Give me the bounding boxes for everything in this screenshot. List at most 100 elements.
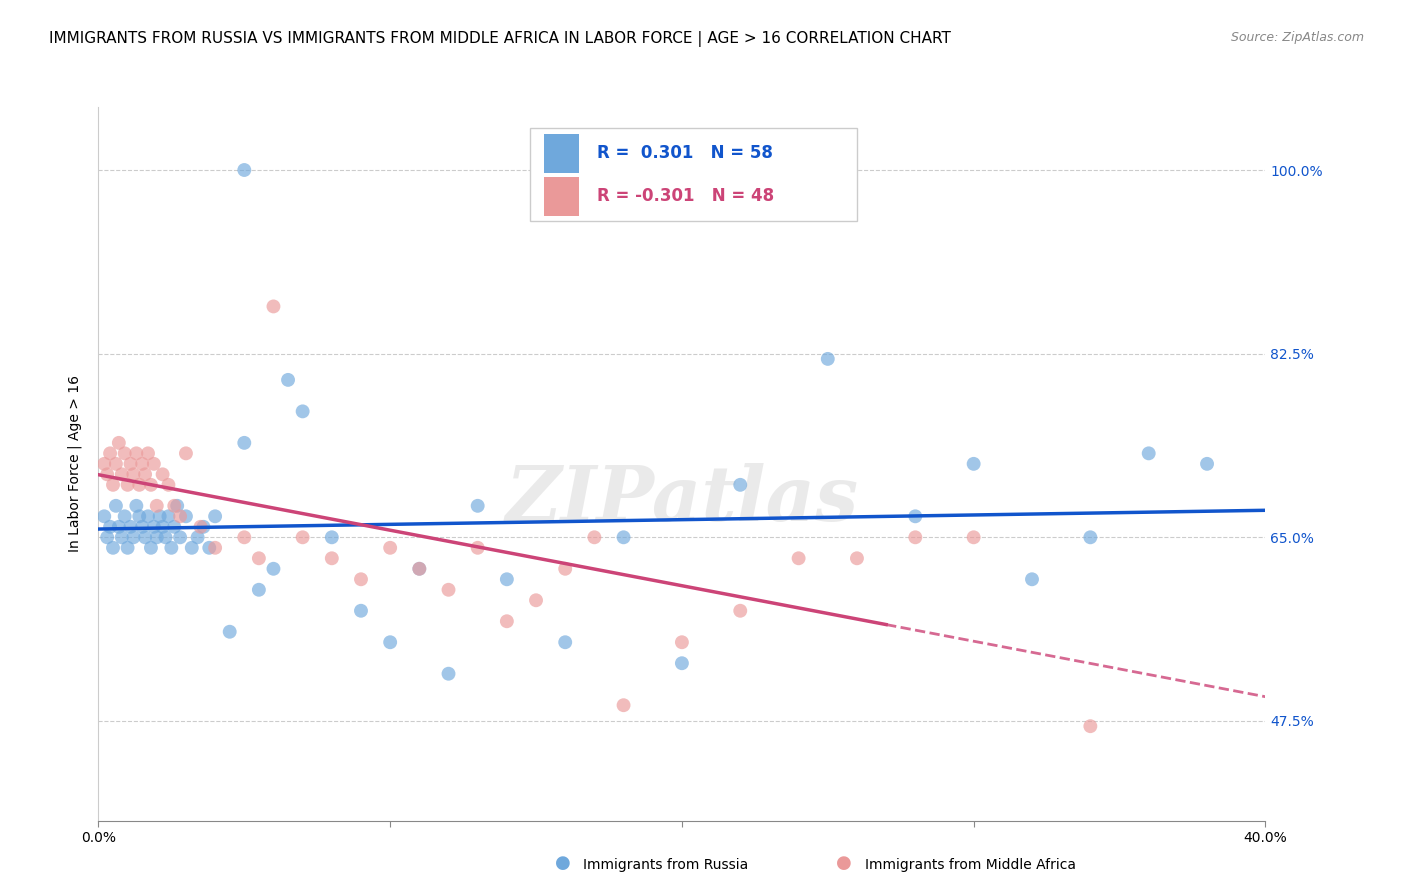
Text: ●: ● <box>554 855 571 872</box>
FancyBboxPatch shape <box>544 134 579 173</box>
Point <box>98 446 121 460</box>
Point <box>1137 446 1160 460</box>
Point <box>262 562 284 576</box>
Point <box>962 457 984 471</box>
Point <box>817 351 839 366</box>
Text: ZIPatlas: ZIPatlas <box>505 463 859 536</box>
Point <box>187 530 209 544</box>
Point <box>1080 530 1102 544</box>
Point <box>163 520 186 534</box>
Point <box>218 624 240 639</box>
Point <box>846 551 869 566</box>
Point <box>125 446 148 460</box>
Point <box>190 520 212 534</box>
Text: R =  0.301   N = 58: R = 0.301 N = 58 <box>596 145 772 162</box>
Point <box>180 541 202 555</box>
Point <box>149 509 172 524</box>
Point <box>730 604 752 618</box>
Point <box>962 530 984 544</box>
Point <box>104 499 127 513</box>
Point <box>262 300 284 314</box>
Point <box>198 541 221 555</box>
Point <box>671 635 693 649</box>
Point <box>139 541 162 555</box>
Point <box>125 499 148 513</box>
Point <box>122 467 145 482</box>
Point <box>146 530 169 544</box>
Point <box>277 373 299 387</box>
Point <box>101 478 124 492</box>
Point <box>146 499 169 513</box>
Point <box>117 541 139 555</box>
Point <box>496 614 519 628</box>
Point <box>204 541 226 555</box>
Point <box>166 499 188 513</box>
Text: ●: ● <box>835 855 852 872</box>
Point <box>612 698 634 713</box>
Point <box>291 530 314 544</box>
Point <box>554 635 576 649</box>
Point <box>163 499 186 513</box>
Point <box>96 467 118 482</box>
Point <box>1021 572 1043 586</box>
Point <box>108 435 131 450</box>
Point <box>321 551 343 566</box>
Point <box>128 509 150 524</box>
Point <box>104 457 127 471</box>
Point <box>157 478 180 492</box>
Point <box>111 530 134 544</box>
Point <box>204 509 226 524</box>
Point <box>321 530 343 544</box>
Point <box>247 551 270 566</box>
Point <box>408 562 430 576</box>
Point <box>524 593 547 607</box>
Point <box>117 478 139 492</box>
Point <box>380 635 402 649</box>
Point <box>1195 457 1218 471</box>
Point <box>233 163 256 178</box>
Text: R = -0.301   N = 48: R = -0.301 N = 48 <box>596 187 773 205</box>
Point <box>93 457 115 471</box>
FancyBboxPatch shape <box>544 177 579 216</box>
Point <box>169 530 191 544</box>
Point <box>114 446 136 460</box>
Point <box>152 520 174 534</box>
Point <box>380 541 402 555</box>
Point <box>136 509 159 524</box>
Point <box>139 478 162 492</box>
FancyBboxPatch shape <box>530 128 858 221</box>
Point <box>437 582 460 597</box>
Point <box>160 541 183 555</box>
Point <box>730 478 752 492</box>
Point <box>193 520 215 534</box>
Point <box>122 530 145 544</box>
Point <box>101 541 124 555</box>
Point <box>787 551 810 566</box>
Point <box>496 572 519 586</box>
Point <box>174 446 197 460</box>
Point <box>467 499 489 513</box>
Point <box>350 604 373 618</box>
Point <box>93 509 115 524</box>
Text: IMMIGRANTS FROM RUSSIA VS IMMIGRANTS FROM MIDDLE AFRICA IN LABOR FORCE | AGE > 1: IMMIGRANTS FROM RUSSIA VS IMMIGRANTS FRO… <box>49 31 950 47</box>
Text: Source: ZipAtlas.com: Source: ZipAtlas.com <box>1230 31 1364 45</box>
Point <box>612 530 634 544</box>
Point <box>134 467 156 482</box>
Point <box>233 530 256 544</box>
Point <box>134 530 156 544</box>
Point <box>152 467 174 482</box>
Point <box>98 520 121 534</box>
Point <box>111 467 134 482</box>
Y-axis label: In Labor Force | Age > 16: In Labor Force | Age > 16 <box>67 376 83 552</box>
Point <box>142 457 165 471</box>
Point <box>408 562 430 576</box>
Point <box>554 562 576 576</box>
Point <box>583 530 606 544</box>
Point <box>1080 719 1102 733</box>
Point <box>350 572 373 586</box>
Point <box>671 657 693 671</box>
Point <box>247 582 270 597</box>
Point <box>128 478 150 492</box>
Point <box>96 530 118 544</box>
Point <box>233 435 256 450</box>
